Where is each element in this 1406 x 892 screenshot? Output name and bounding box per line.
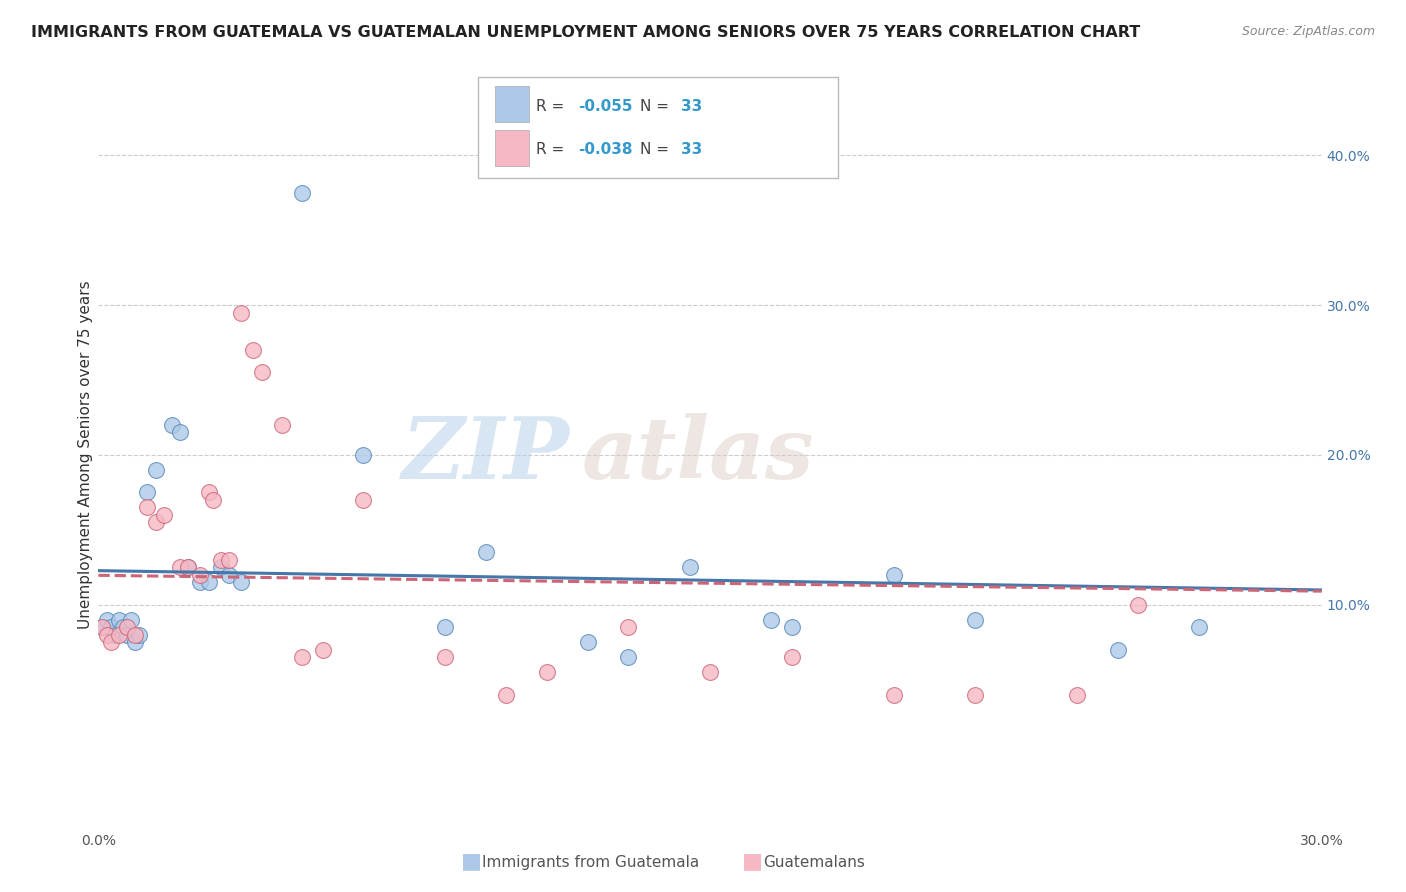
Point: [152, 508, 174, 522]
Point: [1107, 642, 1129, 657]
Point: [617, 620, 640, 634]
Point: [111, 620, 134, 634]
Point: [699, 665, 721, 680]
Point: [231, 575, 253, 590]
Text: ■: ■: [742, 851, 763, 871]
Text: -0.055: -0.055: [578, 99, 633, 114]
Point: [883, 688, 905, 702]
Point: [780, 620, 803, 634]
Point: [197, 485, 219, 500]
Point: [780, 650, 803, 665]
Text: -0.038: -0.038: [578, 142, 633, 157]
Point: [201, 492, 224, 507]
Text: 33: 33: [681, 99, 702, 114]
Point: [124, 635, 146, 649]
Point: [576, 635, 599, 649]
Point: [136, 500, 159, 515]
Point: [434, 620, 457, 634]
Point: [617, 650, 640, 665]
Point: [124, 628, 146, 642]
Text: ■: ■: [461, 851, 482, 871]
Point: [108, 613, 131, 627]
Text: R =: R =: [536, 99, 569, 114]
Point: [115, 620, 138, 634]
Point: [104, 628, 127, 642]
Point: [1128, 598, 1150, 612]
Point: [495, 688, 517, 702]
Point: [177, 560, 200, 574]
Point: [128, 628, 150, 642]
Point: [352, 492, 374, 507]
Point: [218, 567, 240, 582]
Point: [679, 560, 702, 574]
FancyBboxPatch shape: [495, 130, 529, 167]
Text: IMMIGRANTS FROM GUATEMALA VS GUATEMALAN UNEMPLOYMENT AMONG SENIORS OVER 75 YEARS: IMMIGRANTS FROM GUATEMALA VS GUATEMALAN …: [31, 25, 1140, 40]
Point: [100, 635, 122, 649]
Point: [197, 575, 219, 590]
Text: N =: N =: [640, 142, 675, 157]
Text: Source: ZipAtlas.com: Source: ZipAtlas.com: [1241, 25, 1375, 38]
Point: [1188, 620, 1211, 634]
Point: [188, 567, 212, 582]
Text: R =: R =: [536, 142, 569, 157]
FancyBboxPatch shape: [478, 77, 838, 178]
Point: [291, 186, 314, 200]
Point: [136, 485, 159, 500]
Point: [231, 305, 253, 319]
Point: [100, 620, 122, 634]
Point: [145, 516, 167, 530]
Point: [1066, 688, 1088, 702]
Point: [145, 463, 167, 477]
Point: [474, 545, 498, 559]
Point: [120, 613, 142, 627]
Point: [218, 553, 240, 567]
Text: Immigrants from Guatemala: Immigrants from Guatemala: [482, 855, 700, 870]
Point: [242, 343, 264, 357]
Point: [965, 613, 987, 627]
Point: [96, 628, 118, 642]
Point: [312, 642, 335, 657]
Point: [177, 560, 200, 574]
Y-axis label: Unemployment Among Seniors over 75 years: Unemployment Among Seniors over 75 years: [77, 281, 93, 629]
Point: [352, 448, 374, 462]
Point: [188, 575, 212, 590]
Point: [91, 620, 114, 634]
Point: [209, 553, 232, 567]
Point: [883, 567, 905, 582]
Point: [160, 417, 183, 432]
Point: [108, 628, 131, 642]
Point: [761, 613, 783, 627]
Point: [209, 560, 232, 574]
Point: [169, 425, 191, 440]
Point: [169, 560, 191, 574]
Text: Guatemalans: Guatemalans: [763, 855, 865, 870]
Text: N =: N =: [640, 99, 675, 114]
Point: [434, 650, 457, 665]
Point: [536, 665, 558, 680]
Point: [250, 366, 273, 380]
Point: [96, 613, 118, 627]
Point: [965, 688, 987, 702]
Point: [291, 650, 314, 665]
Text: atlas: atlas: [582, 413, 814, 497]
Point: [91, 620, 114, 634]
FancyBboxPatch shape: [495, 87, 529, 122]
Point: [270, 417, 294, 432]
Point: [115, 628, 138, 642]
Text: ZIP: ZIP: [402, 413, 569, 497]
Text: 33: 33: [681, 142, 702, 157]
